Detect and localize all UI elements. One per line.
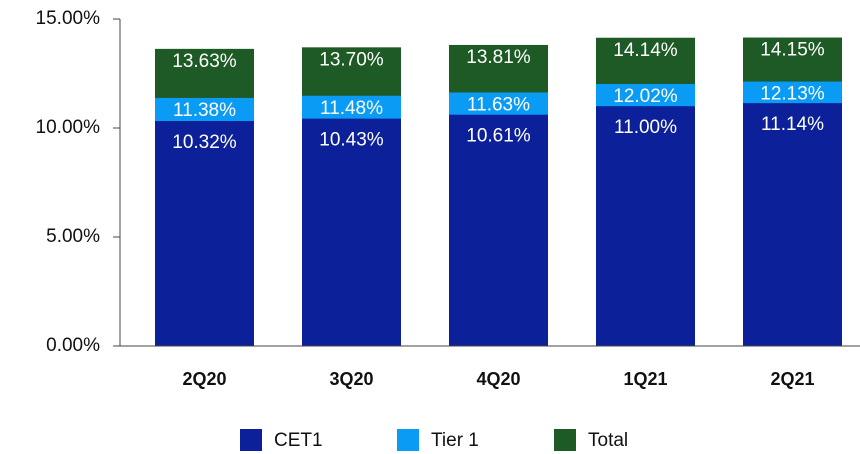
bar <box>596 106 695 346</box>
value-label: 11.00% <box>614 117 677 138</box>
y-tick-label: 0.00% <box>46 335 100 356</box>
x-tick-label: 4Q20 <box>476 369 520 389</box>
value-label: 10.43% <box>319 130 384 151</box>
legend-label: Total <box>588 430 628 451</box>
value-label: 13.63% <box>172 51 237 72</box>
value-label: 13.70% <box>319 49 384 70</box>
legend-swatch <box>397 429 419 451</box>
y-tick-label: 15.00% <box>36 8 101 29</box>
value-label: 12.02% <box>613 86 678 107</box>
value-label: 11.14% <box>761 114 824 135</box>
value-label: 11.63% <box>467 94 530 115</box>
x-tick-label: 1Q21 <box>623 369 667 389</box>
value-label: 11.38% <box>173 100 236 121</box>
x-tick-label: 2Q20 <box>182 369 226 389</box>
value-label: 13.81% <box>466 47 531 68</box>
value-label: 14.15% <box>760 40 825 61</box>
legend-swatch <box>240 429 262 451</box>
value-label: 11.48% <box>320 98 383 119</box>
bar <box>449 114 548 347</box>
x-tick-label: 3Q20 <box>329 369 373 389</box>
legend-swatch <box>554 429 576 451</box>
legend-label: Tier 1 <box>431 430 479 451</box>
y-tick-label: 10.00% <box>36 117 101 138</box>
y-tick-label: 5.00% <box>46 226 100 247</box>
value-label: 12.13% <box>760 84 825 105</box>
bar <box>743 103 842 346</box>
bar <box>155 121 254 346</box>
legend-label: CET1 <box>274 430 323 451</box>
x-tick-label: 2Q21 <box>770 369 814 389</box>
bar <box>302 118 401 346</box>
value-label: 10.32% <box>172 132 237 153</box>
value-label: 10.61% <box>466 126 531 147</box>
value-label: 14.14% <box>613 40 678 61</box>
